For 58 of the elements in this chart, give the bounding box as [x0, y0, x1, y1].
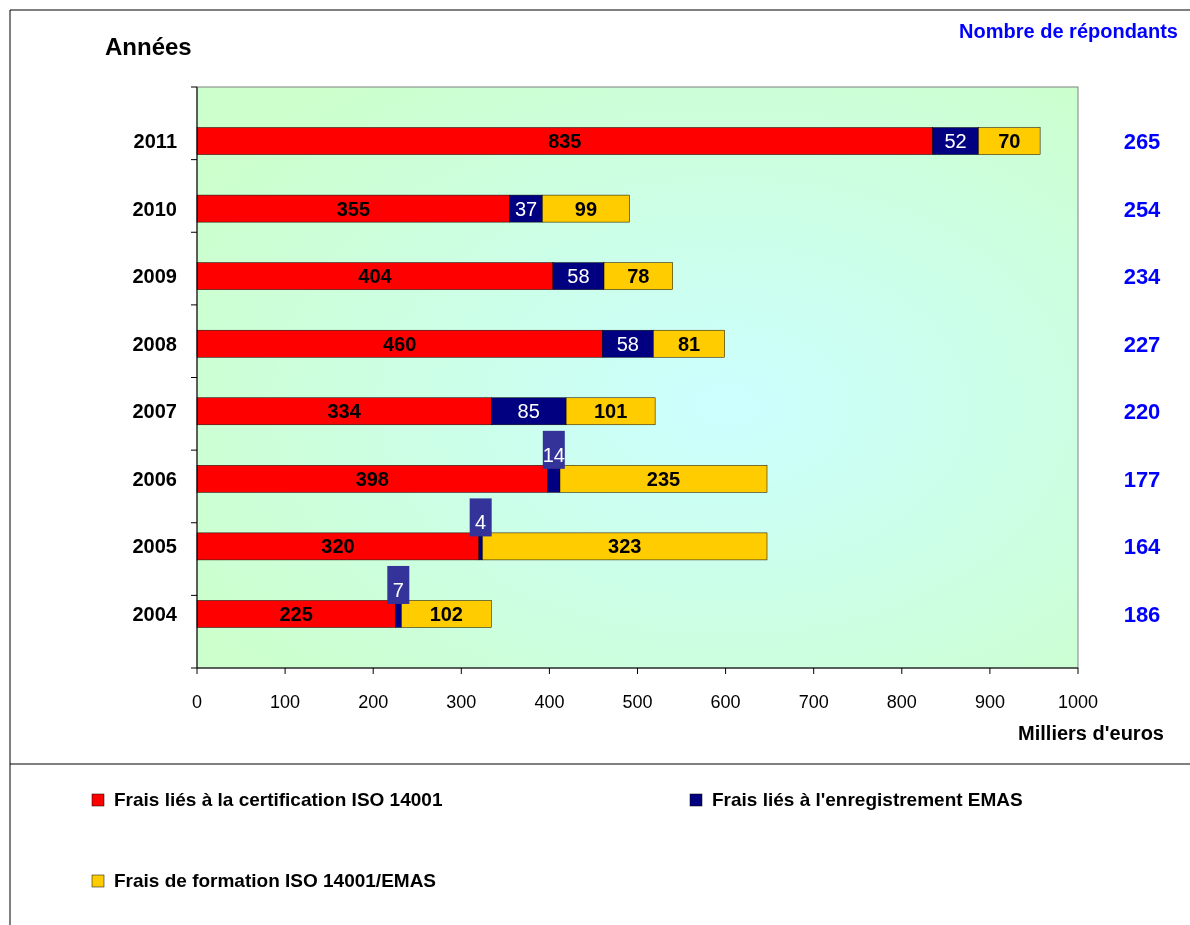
data-label: 58 — [616, 332, 639, 355]
text: 265 — [1123, 129, 1161, 155]
data-label: 4 — [475, 511, 487, 534]
y-tick-label: 2011 — [133, 130, 177, 153]
data-label: 235 — [646, 467, 681, 490]
data-label: 78 — [627, 265, 650, 288]
data-label: 102 — [429, 602, 464, 625]
bar — [482, 532, 768, 561]
text: 186 — [1123, 601, 1161, 627]
data-label: 101 — [593, 400, 628, 423]
y-tick-label: 2006 — [132, 467, 177, 490]
data-label: 835 — [548, 130, 582, 153]
data-label: 323 — [608, 535, 642, 558]
text: 234 — [1123, 264, 1162, 290]
x-tick-label: 100 — [270, 692, 301, 712]
data-label: 7 — [392, 578, 404, 601]
y-tick-label: 2008 — [132, 332, 177, 355]
data-label: 320 — [321, 535, 355, 558]
x-axis-title: Milliers d'euros — [1018, 722, 1164, 744]
data-label: 398 — [355, 467, 390, 490]
data-label: 37 — [514, 197, 538, 220]
legend-label: Frais de formation ISO 14001/EMAS — [114, 870, 437, 891]
y-tick-label: 2009 — [132, 265, 177, 288]
text: 177 — [1123, 466, 1161, 492]
data-label: 404 — [358, 265, 393, 288]
data-label: 14 — [542, 443, 565, 466]
x-tick-label: 200 — [358, 692, 389, 712]
x-tick-label: 800 — [886, 692, 917, 712]
data-label: 52 — [944, 130, 967, 153]
x-tick-label: 500 — [622, 692, 653, 712]
y-tick-label: 2005 — [132, 535, 177, 558]
data-label: 58 — [567, 265, 590, 288]
data-label: 70 — [998, 130, 1021, 153]
text: 220 — [1123, 399, 1161, 425]
data-label: 99 — [574, 197, 598, 220]
data-label: 225 — [279, 602, 313, 625]
x-tick-label: 1000 — [1057, 692, 1099, 712]
y-tick-label: 2010 — [132, 197, 177, 220]
data-label: 81 — [677, 332, 701, 355]
text: 164 — [1123, 534, 1162, 560]
legend-label: Frais liés à la certification ISO 14001 — [114, 789, 443, 810]
x-tick-label: 900 — [974, 692, 1005, 712]
data-label: 355 — [336, 197, 371, 220]
x-tick-label: 0 — [191, 692, 203, 712]
text: Nombre de répondants — [959, 20, 1178, 42]
x-tick-label: 300 — [446, 692, 477, 712]
y-tick-label: 2004 — [132, 602, 178, 625]
data-label: 85 — [517, 400, 540, 423]
data-label: 334 — [327, 400, 362, 423]
legend-label: Frais liés à l'enregistrement EMAS — [712, 789, 1023, 810]
text: 254 — [1123, 196, 1162, 222]
x-tick-label: 700 — [798, 692, 829, 712]
x-tick-label: 400 — [534, 692, 565, 712]
y-axis-title: Années — [105, 33, 192, 60]
data-label: 460 — [382, 332, 417, 355]
text: 227 — [1123, 331, 1161, 357]
y-tick-label: 2007 — [132, 400, 177, 423]
x-tick-label: 600 — [710, 692, 741, 712]
